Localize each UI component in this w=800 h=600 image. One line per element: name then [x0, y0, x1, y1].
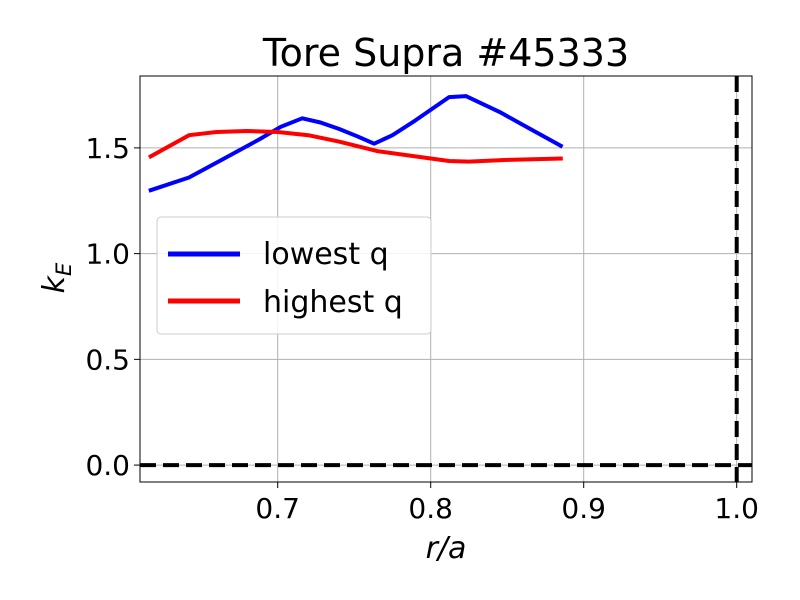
series-line-lowest-q: [148, 94, 564, 193]
plot-frame: [139, 75, 753, 483]
legend-box: [156, 216, 432, 335]
y-axis-label-subscript: E: [52, 262, 76, 276]
y-tick-label: 1.5: [85, 132, 130, 165]
series-line-highest-q: [147, 129, 563, 164]
tick-layer: 0.7 0.8 0.9 1.0 0.0 0.5 1.0 1.5: [85, 132, 758, 525]
reference-lines: [140, 76, 752, 482]
y-axis-label-base: k: [37, 274, 72, 293]
y-tick-label: 0.5: [85, 343, 130, 376]
x-tick-label: 0.9: [561, 492, 606, 525]
legend-label-lowest-q: lowest q: [263, 237, 389, 272]
x-tick-label: 0.8: [408, 492, 453, 525]
y-tick-label: 0.0: [85, 449, 130, 482]
legend: lowest q highest q: [156, 216, 432, 335]
x-tick-label: 1.0: [714, 492, 759, 525]
series-layer: [147, 94, 564, 193]
chart-title: Tore Supra #45333: [262, 31, 629, 75]
x-tick-label: 0.7: [255, 492, 300, 525]
x-axis-label: r/a: [426, 531, 467, 566]
y-tick-label: 1.0: [85, 238, 130, 271]
y-axis-label: kE: [37, 262, 76, 293]
legend-label-highest-q: highest q: [263, 285, 403, 320]
